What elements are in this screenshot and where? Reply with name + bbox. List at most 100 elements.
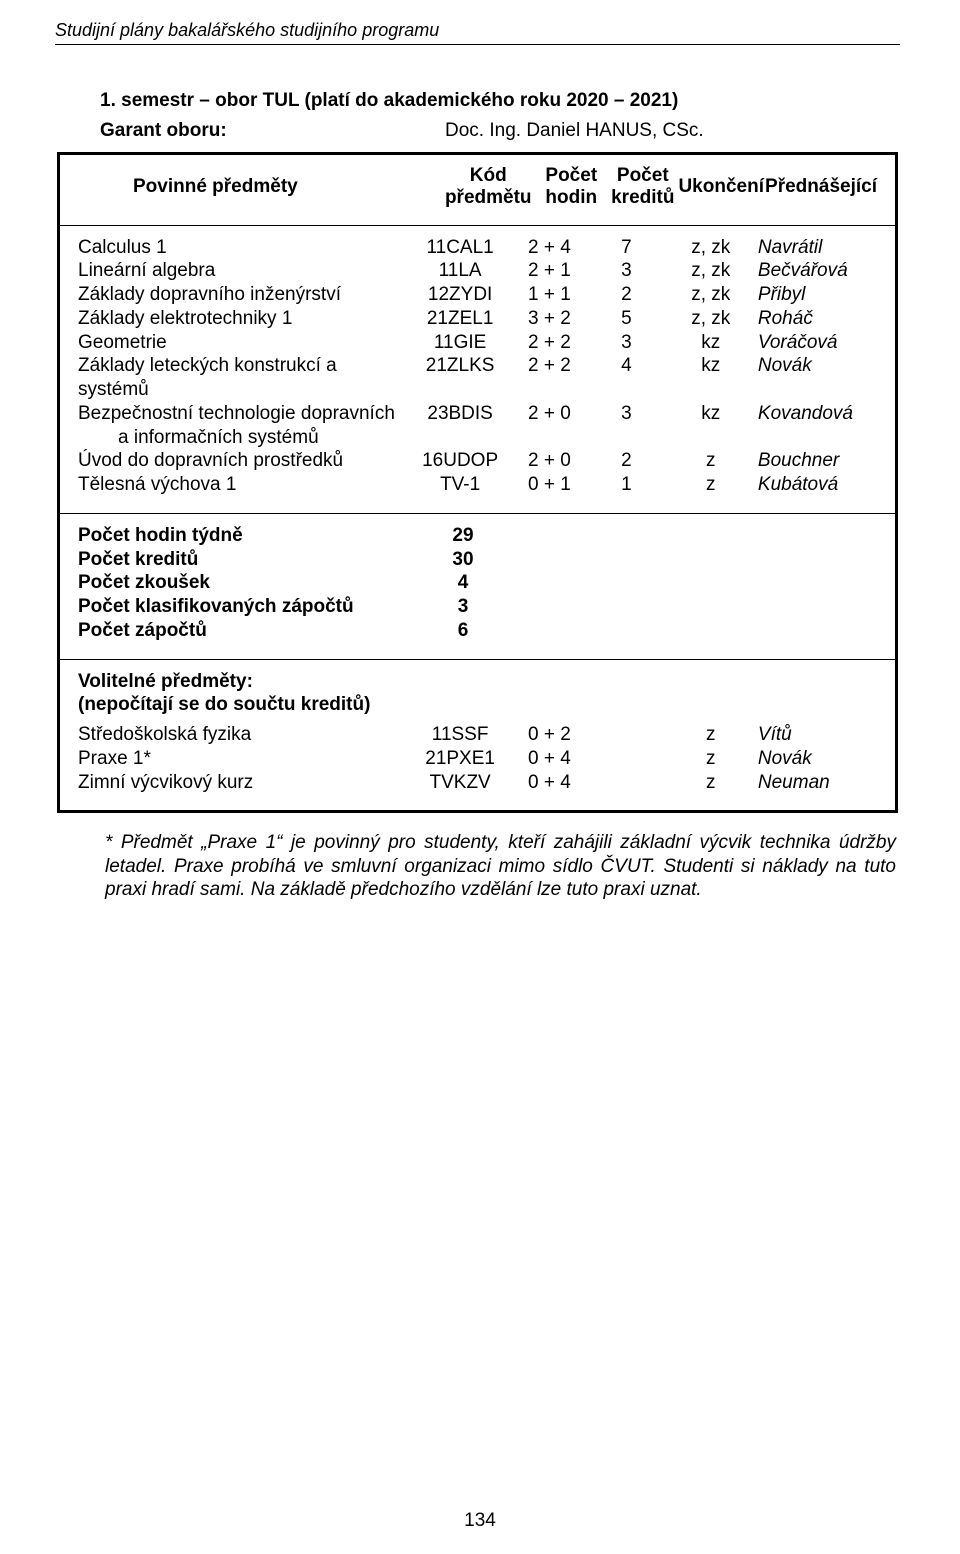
subject-teacher: Bouchner bbox=[758, 449, 877, 473]
optional-end: z bbox=[664, 771, 758, 795]
subject-teacher: Kubátová bbox=[758, 473, 877, 497]
subject-code: 21ZLKS bbox=[411, 354, 510, 402]
subject-row-cont: a informačních systémů bbox=[78, 426, 877, 450]
subject-code: 23BDIS bbox=[411, 402, 510, 426]
subject-teacher: Kovandová bbox=[758, 402, 877, 426]
subject-row: Tělesná výchova 1TV-10 + 11zKubátová bbox=[78, 473, 877, 497]
garant-value: Doc. Ing. Daniel HANUS, CSc. bbox=[445, 120, 704, 142]
hdr-cred-l1: Počet bbox=[617, 165, 669, 186]
optional-teacher: Vítů bbox=[758, 723, 877, 747]
hdr-cred-l2: kreditů bbox=[611, 187, 674, 208]
subject-hours: 2 + 1 bbox=[510, 259, 589, 283]
subject-hours: 1 + 1 bbox=[510, 283, 589, 307]
hdr-credits: Počet kreditů bbox=[608, 165, 677, 209]
subject-code: 16UDOP bbox=[411, 449, 510, 473]
subject-teacher: Bečvářová bbox=[758, 259, 877, 283]
subject-name: Úvod do dopravních prostředků bbox=[78, 449, 411, 473]
subject-credits: 3 bbox=[589, 402, 663, 426]
header-section: Povinné předměty Kód předmětu Počet hodi… bbox=[60, 155, 895, 226]
summary-label: Počet kreditů bbox=[78, 548, 413, 572]
semester-title: 1. semestr – obor TUL (platí do akademic… bbox=[100, 90, 900, 112]
hdr-teacher: Přednášející bbox=[765, 176, 877, 198]
subject-name-cont: a informačních systémů bbox=[78, 426, 453, 450]
subject-name: Základy leteckých konstrukcí a systémů bbox=[78, 354, 411, 402]
subject-name: Tělesná výchova 1 bbox=[78, 473, 411, 497]
running-head: Studijní plány bakalářského studijního p… bbox=[55, 20, 900, 45]
hdr-hours: Počet hodin bbox=[534, 165, 608, 209]
subject-credits: 7 bbox=[589, 236, 663, 260]
hdr-end: Ukončení bbox=[677, 176, 765, 198]
optional-name: Středoškolská fyzika bbox=[78, 723, 411, 747]
optional-empty bbox=[589, 723, 663, 747]
subjects-section: Calculus 111CAL12 + 47z, zkNavrátilLineá… bbox=[60, 226, 895, 514]
hdr-code: Kód předmětu bbox=[442, 165, 534, 209]
subject-code: 11LA bbox=[411, 259, 510, 283]
subject-hours: 2 + 0 bbox=[510, 402, 589, 426]
subject-name: Calculus 1 bbox=[78, 236, 411, 260]
subject-end: kz bbox=[664, 402, 758, 426]
subject-teacher: Novák bbox=[758, 354, 877, 402]
optional-code: 11SSF bbox=[411, 723, 510, 747]
optional-teacher: Neuman bbox=[758, 771, 877, 795]
subject-end: z, zk bbox=[664, 259, 758, 283]
optional-hours: 0 + 2 bbox=[510, 723, 589, 747]
optional-name: Zimní výcvikový kurz bbox=[78, 771, 411, 795]
subject-code: 11CAL1 bbox=[411, 236, 510, 260]
subject-name: Bezpečnostní technologie dopravních bbox=[78, 402, 411, 426]
optional-head-1: Volitelné předměty: bbox=[78, 670, 877, 694]
garant-row: Garant oboru: Doc. Ing. Daniel HANUS, CS… bbox=[100, 120, 900, 142]
summary-label: Počet hodin týdně bbox=[78, 524, 413, 548]
summary-row: Počet zkoušek4 bbox=[78, 571, 877, 595]
summary-row: Počet zápočtů6 bbox=[78, 619, 877, 643]
subject-credits: 3 bbox=[589, 331, 663, 355]
optional-empty bbox=[589, 771, 663, 795]
subject-row: Calculus 111CAL12 + 47z, zkNavrátil bbox=[78, 236, 877, 260]
summary-row: Počet klasifikovaných zápočtů3 bbox=[78, 595, 877, 619]
subject-end: z, zk bbox=[664, 236, 758, 260]
subject-hours: 2 + 2 bbox=[510, 354, 589, 402]
subject-row: Lineární algebra11LA2 + 13z, zkBečvářová bbox=[78, 259, 877, 283]
subject-hours: 2 + 4 bbox=[510, 236, 589, 260]
subject-row: Bezpečnostní technologie dopravních23BDI… bbox=[78, 402, 877, 426]
subject-credits: 2 bbox=[589, 449, 663, 473]
subject-code: 11GIE bbox=[411, 331, 510, 355]
optional-teacher: Novák bbox=[758, 747, 877, 771]
hdr-hours-l2: hodin bbox=[545, 187, 597, 208]
subject-name: Lineární algebra bbox=[78, 259, 411, 283]
subject-credits: 1 bbox=[589, 473, 663, 497]
subject-row: Základy elektrotechniky 121ZEL13 + 25z, … bbox=[78, 307, 877, 331]
subject-code: 12ZYDI bbox=[411, 283, 510, 307]
summary-section: Počet hodin týdně29Počet kreditů30Počet … bbox=[60, 514, 895, 660]
subject-hours: 2 + 2 bbox=[510, 331, 589, 355]
footnote: * Předmět „Praxe 1“ je povinný pro stude… bbox=[105, 831, 896, 901]
subject-end: z, zk bbox=[664, 307, 758, 331]
garant-label: Garant oboru: bbox=[100, 120, 445, 142]
optional-code: TVKZV bbox=[411, 771, 510, 795]
hdr-hours-l1: Počet bbox=[545, 165, 597, 186]
summary-label: Počet zápočtů bbox=[78, 619, 413, 643]
subject-name: Základy dopravního inženýrství bbox=[78, 283, 411, 307]
subject-name: Geometrie bbox=[78, 331, 411, 355]
study-plan-box: Povinné předměty Kód předmětu Počet hodi… bbox=[57, 152, 898, 813]
subject-row: Úvod do dopravních prostředků16UDOP2 + 0… bbox=[78, 449, 877, 473]
page: Studijní plány bakalářského studijního p… bbox=[0, 0, 960, 1554]
subject-end: z, zk bbox=[664, 283, 758, 307]
optional-hours: 0 + 4 bbox=[510, 747, 589, 771]
summary-value: 3 bbox=[413, 595, 513, 619]
summary-value: 4 bbox=[413, 571, 513, 595]
summary-label: Počet zkoušek bbox=[78, 571, 413, 595]
subject-teacher: Roháč bbox=[758, 307, 877, 331]
subject-code: 21ZEL1 bbox=[411, 307, 510, 331]
optional-row: Zimní výcvikový kurzTVKZV0 + 4 zNeuman bbox=[78, 771, 877, 795]
subject-credits: 2 bbox=[589, 283, 663, 307]
optional-hours: 0 + 4 bbox=[510, 771, 589, 795]
summary-value: 29 bbox=[413, 524, 513, 548]
optional-name: Praxe 1* bbox=[78, 747, 411, 771]
hdr-code-l2: předmětu bbox=[445, 187, 532, 208]
optional-row: Praxe 1*21PXE10 + 4zNovák bbox=[78, 747, 877, 771]
subject-end: z bbox=[664, 449, 758, 473]
optional-empty bbox=[589, 747, 663, 771]
subject-end: kz bbox=[664, 354, 758, 402]
subject-name: Základy elektrotechniky 1 bbox=[78, 307, 411, 331]
optional-row: Středoškolská fyzika11SSF0 + 2zVítů bbox=[78, 723, 877, 747]
